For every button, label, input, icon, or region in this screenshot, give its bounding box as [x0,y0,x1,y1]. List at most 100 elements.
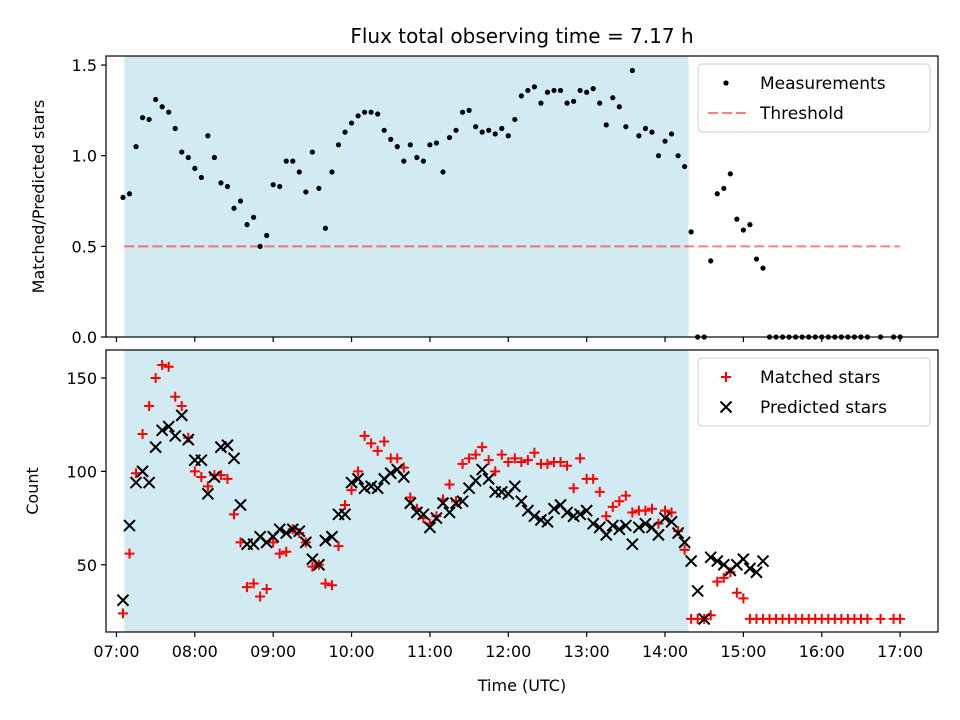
y-tick-label: 1.5 [72,56,97,75]
measurement-point [479,129,485,135]
y-tick-label: 0.0 [72,328,97,347]
predicted-point [136,465,149,478]
measurement-point [708,258,714,264]
matched-point [183,432,194,443]
matched-point [666,507,677,518]
axes-frame [105,349,939,633]
matched-point [124,548,135,559]
predicted-point [508,480,522,493]
measurement-point [584,89,590,95]
matched-point [646,503,657,514]
matched-point [366,438,377,449]
matched-point [170,391,181,402]
y-axis-label: Count [23,467,42,515]
predicted-point [684,554,698,568]
measurements-series [120,67,903,340]
predicted-point [404,496,417,510]
predicted-point [123,519,136,532]
predicted-point [671,526,685,540]
matched-point [196,471,207,482]
predicted-point [299,536,313,549]
predicted-point [678,536,691,549]
measurement-point [675,153,681,159]
matched-point [555,457,566,468]
matched-point [483,455,494,466]
matched-point [640,505,651,516]
measurement-point [616,104,622,110]
measurement-point [714,191,720,197]
matched-point [503,457,514,468]
matched-point [150,373,161,384]
matched-point [431,511,442,522]
chart-title: Flux total observing time = 7.17 h [350,24,693,48]
matched-point [157,359,168,370]
predicted-point [371,481,384,495]
legend-matched-swatch [721,372,731,382]
matched-point [588,473,599,484]
measurement-point [257,243,263,249]
predicted-point [456,495,469,508]
observing-window-shade [124,56,689,337]
predicted-point [652,528,665,542]
predicted-point [397,470,411,484]
measurement-point [623,124,629,130]
matched-point [614,496,625,507]
measurement-point [414,154,420,161]
measurement-point [375,111,381,117]
predicted-point [423,521,437,534]
predicted-point [129,476,143,489]
measurement-point [642,125,649,132]
measurement-point [381,127,387,133]
measurement-point [721,185,727,191]
measurement-point [531,84,538,90]
measurement-point [427,142,433,148]
measurement-point [303,189,309,195]
measurement-point [179,149,185,155]
x-tick-label: 15:00 [720,642,766,661]
matched-point [248,578,259,589]
predicted-point [155,424,169,437]
matched-point [660,505,671,516]
y-tick-label: 100 [66,462,97,481]
matched-point [202,481,213,492]
predicted-point [580,504,593,517]
predicted-point [475,463,489,476]
legend-entry-label: Threshold [759,104,844,124]
measurement-point [172,125,178,132]
measurement-point [557,87,564,94]
measurement-point [401,158,407,164]
predicted-point [626,538,639,551]
predicted-point [600,528,613,542]
measurement-point [682,163,688,170]
measurement-point [388,136,394,142]
y-tick-label: 150 [66,369,97,388]
measurement-point [139,115,146,121]
predicted-stars-series [116,409,770,626]
matched-point [372,445,383,456]
predicted-point [443,506,456,519]
measurement-point [322,225,329,231]
legend-entry-label: Predicted stars [760,398,887,418]
predicted-point [560,506,574,519]
measurement-point [244,222,250,228]
predicted-point [116,594,130,607]
matched-point [712,576,723,587]
measurement-point [662,138,668,144]
measurement-point [538,100,544,106]
predicted-point [756,554,770,568]
predicted-point [149,440,162,454]
legend-box [697,63,931,133]
measurement-point [231,205,237,211]
y-axis-label: Matched/Predicted stars [29,100,48,294]
axes-frame [105,55,939,338]
predicted-point [639,517,652,530]
predicted-point [541,515,554,529]
x-tick-label: 12:00 [485,642,531,661]
measurement-point [205,133,211,139]
matched-point [229,509,239,520]
measurement-point [610,95,616,101]
predicted-point [737,552,750,566]
matched-point [346,485,357,496]
measurement-point [237,198,244,204]
x-tick-label: 08:00 [172,642,218,661]
